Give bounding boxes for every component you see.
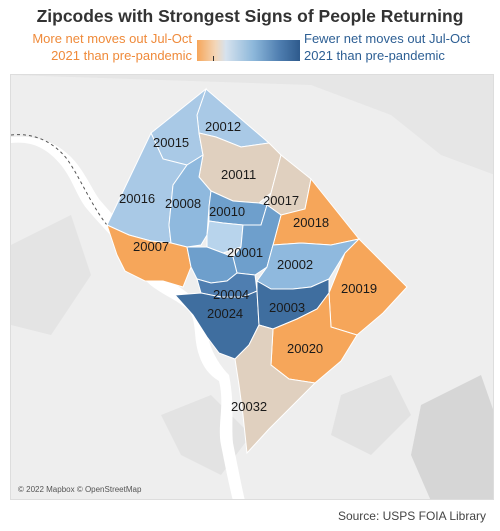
- zip-area-20007[interactable]: [106, 224, 192, 288]
- zip-label-20032: 20032: [231, 399, 267, 414]
- zip-label-20010: 20010: [209, 204, 245, 219]
- legend-zero-tick: [213, 56, 214, 61]
- zip-label-20015: 20015: [153, 135, 189, 150]
- zip-label-20001: 20001: [227, 245, 263, 260]
- legend-color-scale: [197, 40, 300, 61]
- zip-label-20011: 20011: [221, 167, 256, 182]
- chart-title: Zipcodes with Strongest Signs of People …: [36, 6, 464, 26]
- zip-label-20016: 20016: [119, 191, 155, 206]
- dc-zipcode-map[interactable]: 20012 20015 20011 20016 20008 20010 2001…: [10, 74, 494, 500]
- terrain-patch: [331, 375, 411, 455]
- zip-label-20003: 20003: [269, 300, 305, 315]
- zip-area-20008[interactable]: [168, 153, 212, 248]
- zip-label-20007: 20007: [133, 239, 169, 254]
- zip-label-20004: 20004: [213, 287, 249, 302]
- zip-label-20002: 20002: [277, 257, 313, 272]
- zip-label-20008: 20008: [165, 196, 201, 211]
- map-canvas: 20012 20015 20011 20016 20008 20010 2001…: [11, 75, 493, 499]
- zip-label-20024: 20024: [207, 306, 243, 321]
- legend-more-moves-label: More net moves out Jul-Oct 2021 than pre…: [32, 31, 192, 63]
- map-attribution[interactable]: © 2022 Mapbox © OpenStreetMap: [18, 485, 142, 494]
- zip-label-20012: 20012: [205, 119, 241, 134]
- zip-area-20032[interactable]: [234, 324, 317, 455]
- zip-label-20020: 20020: [287, 341, 323, 356]
- zip-label-20018: 20018: [293, 215, 329, 230]
- zip-area-20009[interactable]: [206, 220, 244, 254]
- zip-label-20017: 20017: [263, 193, 299, 208]
- terrain-patch: [11, 75, 493, 175]
- terrain-patch: [411, 375, 493, 499]
- terrain-patch: [11, 215, 91, 335]
- legend-fewer-moves-label: Fewer net moves out Jul-Oct 2021 than pr…: [304, 31, 471, 63]
- source-note: Source: USPS FOIA Library: [337, 509, 486, 523]
- zip-label-20019: 20019: [341, 281, 377, 296]
